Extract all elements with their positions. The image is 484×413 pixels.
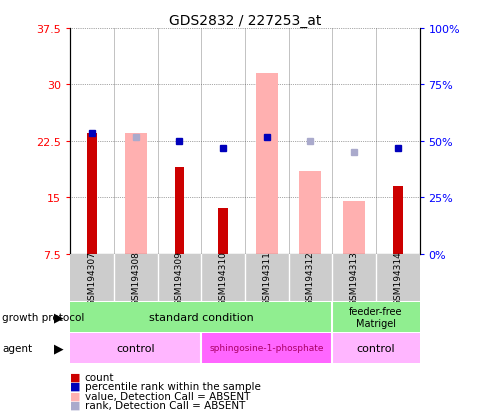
Text: growth protocol: growth protocol [2, 312, 85, 322]
Bar [70, 29, 114, 254]
Text: GSM194314: GSM194314 [393, 250, 401, 305]
Bar [70, 333, 201, 363]
Bar [332, 302, 419, 332]
Bar [332, 29, 375, 254]
Text: GSM194310: GSM194310 [218, 250, 227, 305]
Text: value, Detection Call = ABSENT: value, Detection Call = ABSENT [85, 391, 250, 401]
Bar [174, 168, 184, 254]
Text: feeder-free
Matrigel: feeder-free Matrigel [348, 306, 402, 328]
Text: GSM194312: GSM194312 [305, 250, 314, 305]
Text: GSM194309: GSM194309 [175, 250, 183, 305]
Text: GSM194308: GSM194308 [131, 250, 140, 305]
Bar [201, 29, 244, 254]
Bar [255, 74, 277, 254]
Bar [244, 29, 288, 254]
Text: percentile rank within the sample: percentile rank within the sample [85, 381, 260, 391]
Bar [218, 209, 227, 254]
Text: count: count [85, 372, 114, 382]
Bar [87, 134, 97, 254]
Text: sphingosine-1-phosphate: sphingosine-1-phosphate [209, 344, 323, 352]
Bar [332, 333, 419, 363]
Text: ▶: ▶ [54, 311, 64, 324]
Text: rank, Detection Call = ABSENT: rank, Detection Call = ABSENT [85, 400, 245, 410]
Bar [70, 302, 332, 332]
Bar [392, 187, 402, 254]
Text: ■: ■ [70, 400, 81, 410]
Text: ■: ■ [70, 381, 81, 391]
Bar [114, 29, 157, 254]
Bar [342, 202, 364, 254]
Bar [157, 29, 201, 254]
Text: GSM194311: GSM194311 [262, 250, 271, 305]
Text: control: control [116, 343, 155, 353]
Text: GSM194307: GSM194307 [88, 250, 96, 305]
Bar [288, 29, 332, 254]
Title: GDS2832 / 227253_at: GDS2832 / 227253_at [168, 14, 320, 28]
Bar [375, 29, 419, 254]
Text: ▶: ▶ [54, 341, 64, 354]
Bar [201, 333, 332, 363]
Text: control: control [356, 343, 394, 353]
Text: GSM194313: GSM194313 [349, 250, 358, 305]
Bar [124, 134, 146, 254]
Bar [299, 171, 320, 254]
Text: agent: agent [2, 343, 32, 353]
Text: ■: ■ [70, 391, 81, 401]
Text: ■: ■ [70, 372, 81, 382]
Text: standard condition: standard condition [149, 312, 253, 322]
